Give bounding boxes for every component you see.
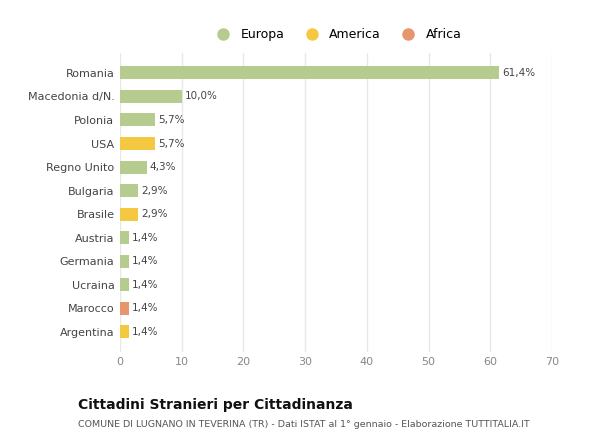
Text: 2,9%: 2,9%: [141, 186, 167, 196]
Text: Cittadini Stranieri per Cittadinanza: Cittadini Stranieri per Cittadinanza: [78, 398, 353, 412]
Text: 10,0%: 10,0%: [185, 92, 218, 102]
Bar: [120, 161, 146, 173]
Bar: [120, 90, 182, 103]
Bar: [120, 231, 128, 244]
Bar: [120, 66, 499, 79]
Bar: [120, 208, 138, 220]
Legend: Europa, America, Africa: Europa, America, Africa: [205, 23, 467, 46]
Bar: [120, 114, 155, 126]
Bar: [120, 137, 155, 150]
Text: 1,4%: 1,4%: [132, 303, 158, 313]
Bar: [120, 255, 128, 268]
Text: 1,4%: 1,4%: [132, 280, 158, 290]
Bar: [120, 184, 138, 197]
Bar: [120, 326, 128, 338]
Bar: [120, 302, 128, 315]
Text: 2,9%: 2,9%: [141, 209, 167, 219]
Text: 61,4%: 61,4%: [502, 68, 535, 78]
Text: 5,7%: 5,7%: [158, 139, 185, 149]
Text: 4,3%: 4,3%: [149, 162, 176, 172]
Text: COMUNE DI LUGNANO IN TEVERINA (TR) - Dati ISTAT al 1° gennaio - Elaborazione TUT: COMUNE DI LUGNANO IN TEVERINA (TR) - Dat…: [78, 420, 530, 429]
Bar: [120, 279, 128, 291]
Text: 1,4%: 1,4%: [132, 233, 158, 243]
Text: 1,4%: 1,4%: [132, 327, 158, 337]
Text: 1,4%: 1,4%: [132, 256, 158, 266]
Text: 5,7%: 5,7%: [158, 115, 185, 125]
